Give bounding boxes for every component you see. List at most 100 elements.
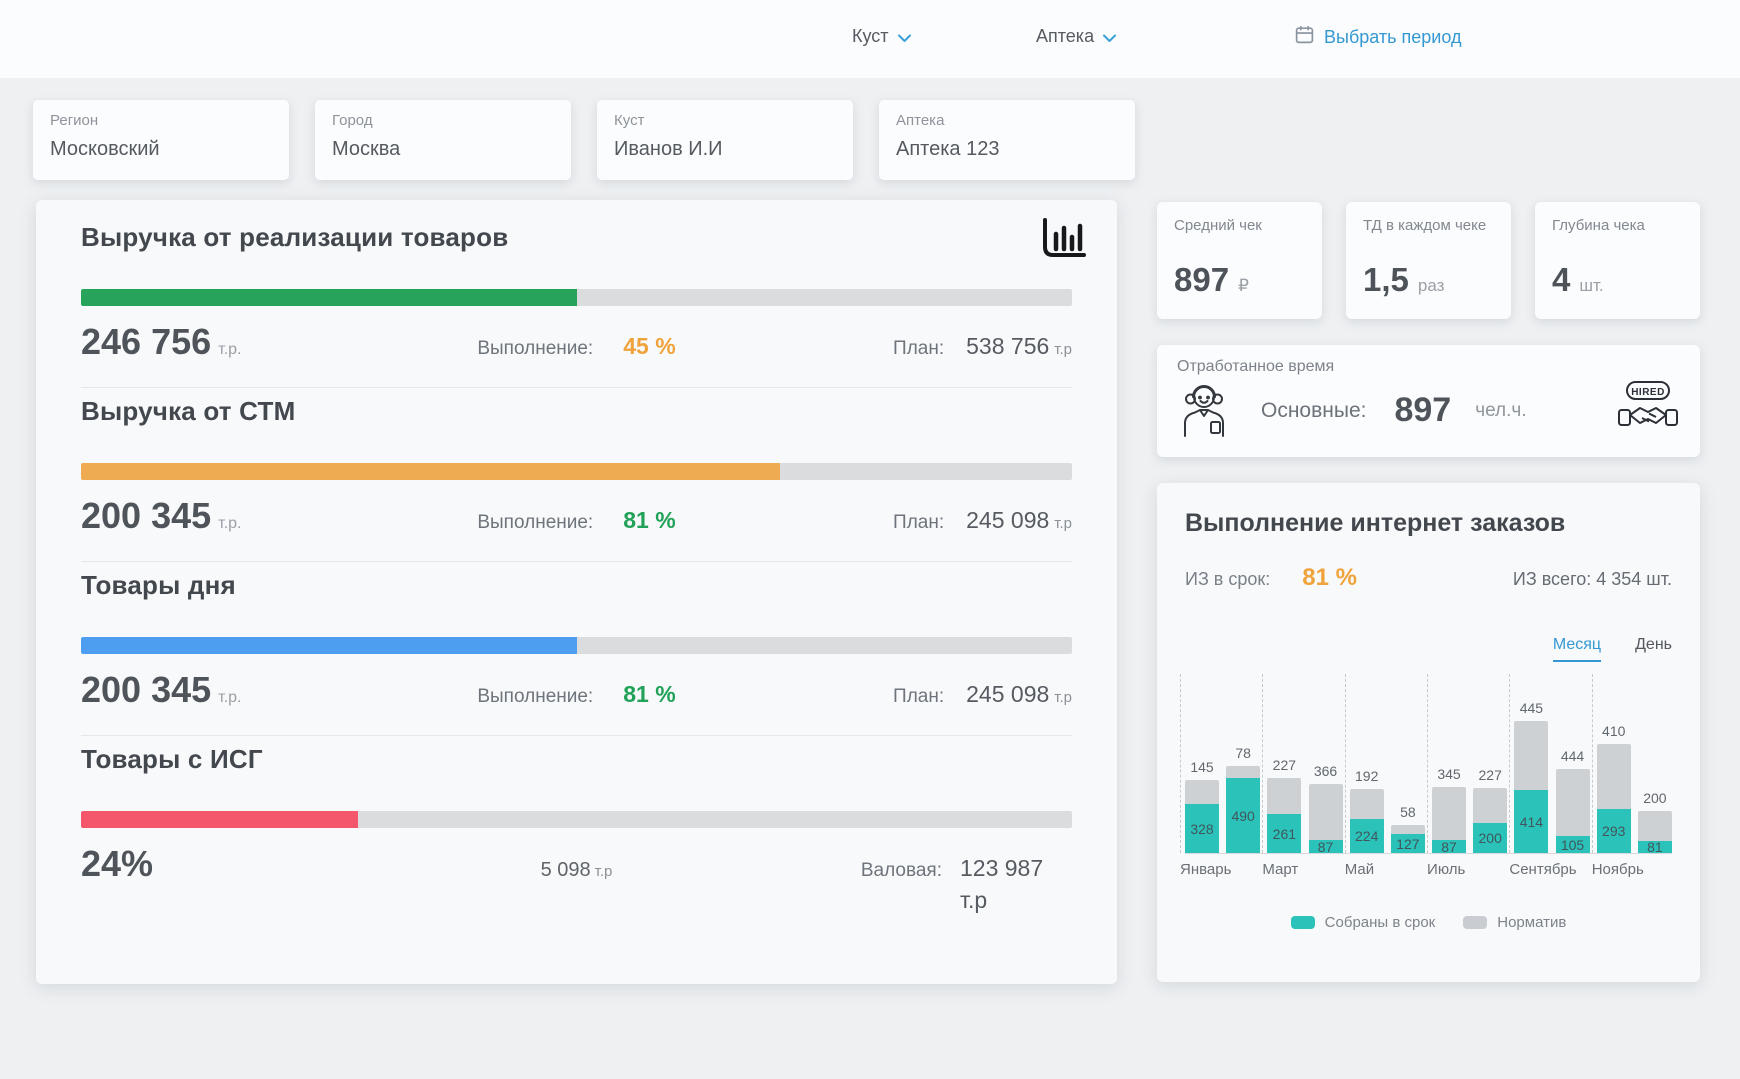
filter-card-region[interactable]: Регион Московский <box>33 100 289 180</box>
chevron-down-icon <box>897 27 911 48</box>
legend-label: Собраны в срок <box>1324 914 1436 931</box>
norm-bar: 127 <box>1390 825 1425 853</box>
stat-card-unit: шт. <box>1579 276 1604 295</box>
bar-total-label: 444 <box>1560 748 1585 764</box>
bar-total-label: 366 <box>1313 763 1338 779</box>
bar-total-label: 345 <box>1437 766 1461 782</box>
kpi-row-isg-goods: Товары с ИСГ 24% 5 098 т.р Валовая: 123 98… <box>81 744 1072 916</box>
kpi-value: 200 345 <box>81 669 212 710</box>
tab-day[interactable]: День <box>1635 636 1672 653</box>
bar-total-label: 78 <box>1235 745 1251 761</box>
legend-label: Норматив <box>1497 914 1567 931</box>
norm-bar: 224 <box>1349 789 1384 853</box>
norm-bar: 87 <box>1308 784 1343 855</box>
plan-unit: т.р <box>1054 689 1072 706</box>
kpi-unit: т.р. <box>218 515 242 532</box>
bar-total-label: 145 <box>1190 759 1214 775</box>
apteka-dropdown[interactable]: Аптека <box>1036 24 1117 48</box>
select-period-button[interactable]: Выбрать период <box>1294 24 1461 50</box>
exec-value: 81 % <box>623 681 676 707</box>
ontime-bar: 87 <box>1432 839 1467 855</box>
bar-column-Октябрь: 444 105 <box>1555 674 1590 853</box>
ontime-bar: 293 <box>1596 809 1631 853</box>
kpi-title: Выручка от реализации товаров <box>81 222 509 252</box>
tab-month[interactable]: Месяц <box>1552 636 1602 662</box>
divider <box>81 735 1072 736</box>
kpi-title: Выручка от СТМ <box>81 396 296 426</box>
worked-time-title: Отработанное время <box>1177 358 1335 375</box>
bar-total-label: 200 <box>1643 790 1667 806</box>
worked-time-unit: чел.ч. <box>1475 399 1527 421</box>
progress-track <box>81 289 1072 306</box>
norm-bar: 105 <box>1555 769 1590 853</box>
filter-value: Московский <box>50 138 160 160</box>
bar-column-Декабрь: 200 81 <box>1637 674 1672 855</box>
kust-dropdown-label: Куст <box>852 25 889 46</box>
kpi-row-total-revenue: Выручка от реализации товаров 246 756 т.р… <box>81 222 1072 388</box>
ontime-bar: 127 <box>1390 834 1425 853</box>
bar-column-Ноябрь: 410 293 Ноябрь <box>1591 674 1644 878</box>
worked-time-label: Основные: <box>1261 398 1367 422</box>
kpi-row-goods-of-day: Товары дня 200 345 т.р. Выполнение: 81 % П… <box>81 570 1072 736</box>
stat-card-value: 897 <box>1174 261 1230 298</box>
ontime-bar: 224 <box>1349 819 1384 853</box>
exec-label: Выполнение: <box>477 338 594 359</box>
period-tabs: Месяц День <box>1185 636 1672 662</box>
stat-card-avg-check: Средний чек 897 ₽ <box>1157 202 1322 319</box>
kpi-unit: т.р. <box>218 689 242 706</box>
filter-label: Регион <box>50 112 99 129</box>
norm-bar: 200 <box>1473 788 1508 853</box>
norm-bar: 293 <box>1596 744 1631 853</box>
filter-value: Москва <box>332 138 401 160</box>
select-period-label: Выбрать период <box>1324 26 1462 47</box>
progress-track <box>81 463 1072 480</box>
stat-card-title: ТД в каждом чеке <box>1363 217 1487 234</box>
bar-total-label: 192 <box>1355 768 1379 784</box>
bar-total-label: 58 <box>1400 804 1416 820</box>
orders-total: ИЗ всего: 4 354 шт. <box>1512 569 1672 589</box>
plan-label: План: <box>893 338 945 359</box>
hired-badge-text: HIRED <box>1631 387 1665 398</box>
kust-dropdown[interactable]: Куст <box>852 24 911 48</box>
progress-fill <box>81 289 577 306</box>
norm-bar: 261 <box>1267 778 1302 853</box>
stat-card-title: Средний чек <box>1174 217 1262 234</box>
kpi-unit: т.р. <box>218 341 242 358</box>
bar-total-label: 410 <box>1602 723 1626 739</box>
filter-card-kust[interactable]: Куст Иванов И.И <box>597 100 853 180</box>
filter-card-apteka[interactable]: Аптека Аптека 123 <box>879 100 1135 180</box>
progress-fill <box>81 463 780 480</box>
orders-chart: 145 328 Январь 78 490 227 261 Март 366 87 192 224 Ма… <box>1180 674 1672 884</box>
topbar: Куст Аптека Выбрать период <box>0 0 1740 78</box>
divider <box>81 561 1072 562</box>
plan-unit: т.р <box>1054 515 1072 532</box>
ontime-bar: 490 <box>1226 778 1261 853</box>
legend-item-norm: Норматив <box>1463 914 1566 931</box>
plan-value: 245 098 <box>966 681 1050 707</box>
stat-card-td-per-check: ТД в каждом чеке 1,5 раз <box>1346 202 1511 319</box>
plan-label: Валовая: <box>860 860 942 881</box>
plan-value: 123 987 т.р <box>960 855 1044 914</box>
exec-value: 81 % <box>623 507 676 533</box>
exec-label: Выполнение: <box>477 686 594 707</box>
filter-label: Город <box>332 112 373 129</box>
bar-chart-icon[interactable] <box>1035 214 1091 262</box>
ontime-bar: 328 <box>1185 804 1219 853</box>
filter-label: Аптека <box>896 112 945 129</box>
kpi-title: Товары дня <box>81 570 236 600</box>
filter-card-city[interactable]: Город Москва <box>315 100 571 180</box>
norm-bar: 328 <box>1185 780 1219 853</box>
stat-card-value: 4 <box>1552 261 1571 298</box>
chart-legend: Собраны в срок Норматив <box>1185 914 1672 931</box>
kpi-value: 24% <box>81 843 154 884</box>
progress-fill <box>81 637 577 654</box>
ontime-bar: 414 <box>1514 790 1549 853</box>
ontime-bar: 87 <box>1308 839 1343 855</box>
plan-unit: т.р <box>1054 341 1072 358</box>
ontime-value: 81 % <box>1302 564 1357 591</box>
stat-card-unit: раз <box>1417 276 1445 295</box>
progress-track <box>81 637 1072 654</box>
chevron-down-icon <box>1103 27 1117 48</box>
bar-column-Сентябрь: 445 414 Сентябрь <box>1509 674 1577 878</box>
revenue-panel: Выручка от реализации товаров 246 756 т.р… <box>36 200 1117 984</box>
